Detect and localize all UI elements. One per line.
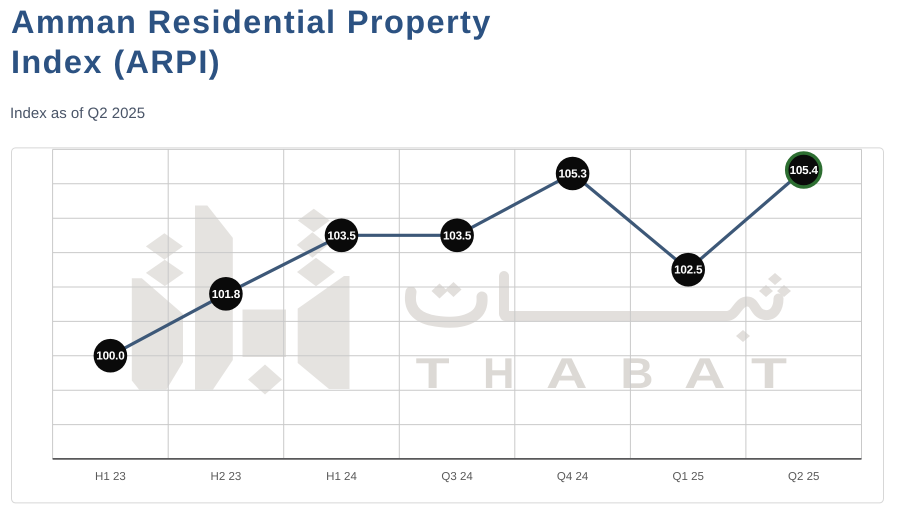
svg-text:Q3 24: Q3 24 [441, 471, 473, 483]
svg-text:T: T [416, 350, 450, 398]
svg-text:A: A [546, 350, 588, 398]
svg-text:101.8: 101.8 [212, 288, 241, 301]
svg-text:105.3: 105.3 [558, 168, 587, 181]
svg-text:103.5: 103.5 [327, 229, 356, 242]
svg-text:H: H [483, 350, 515, 398]
svg-text:H2 23: H2 23 [211, 471, 242, 483]
svg-text:T: T [751, 350, 787, 398]
svg-text:Q1 25: Q1 25 [673, 471, 704, 483]
svg-text:Q4 24: Q4 24 [557, 471, 589, 483]
svg-text:Q2 25: Q2 25 [788, 471, 819, 483]
svg-text:B: B [621, 350, 654, 398]
svg-text:H1 24: H1 24 [326, 471, 357, 483]
svg-text:A: A [684, 350, 726, 398]
svg-text:105.4: 105.4 [790, 164, 819, 177]
svg-text:102.5: 102.5 [674, 264, 703, 277]
svg-text:H1 23: H1 23 [95, 471, 126, 483]
svg-text:100.0: 100.0 [96, 350, 125, 363]
svg-text:103.5: 103.5 [443, 229, 472, 242]
